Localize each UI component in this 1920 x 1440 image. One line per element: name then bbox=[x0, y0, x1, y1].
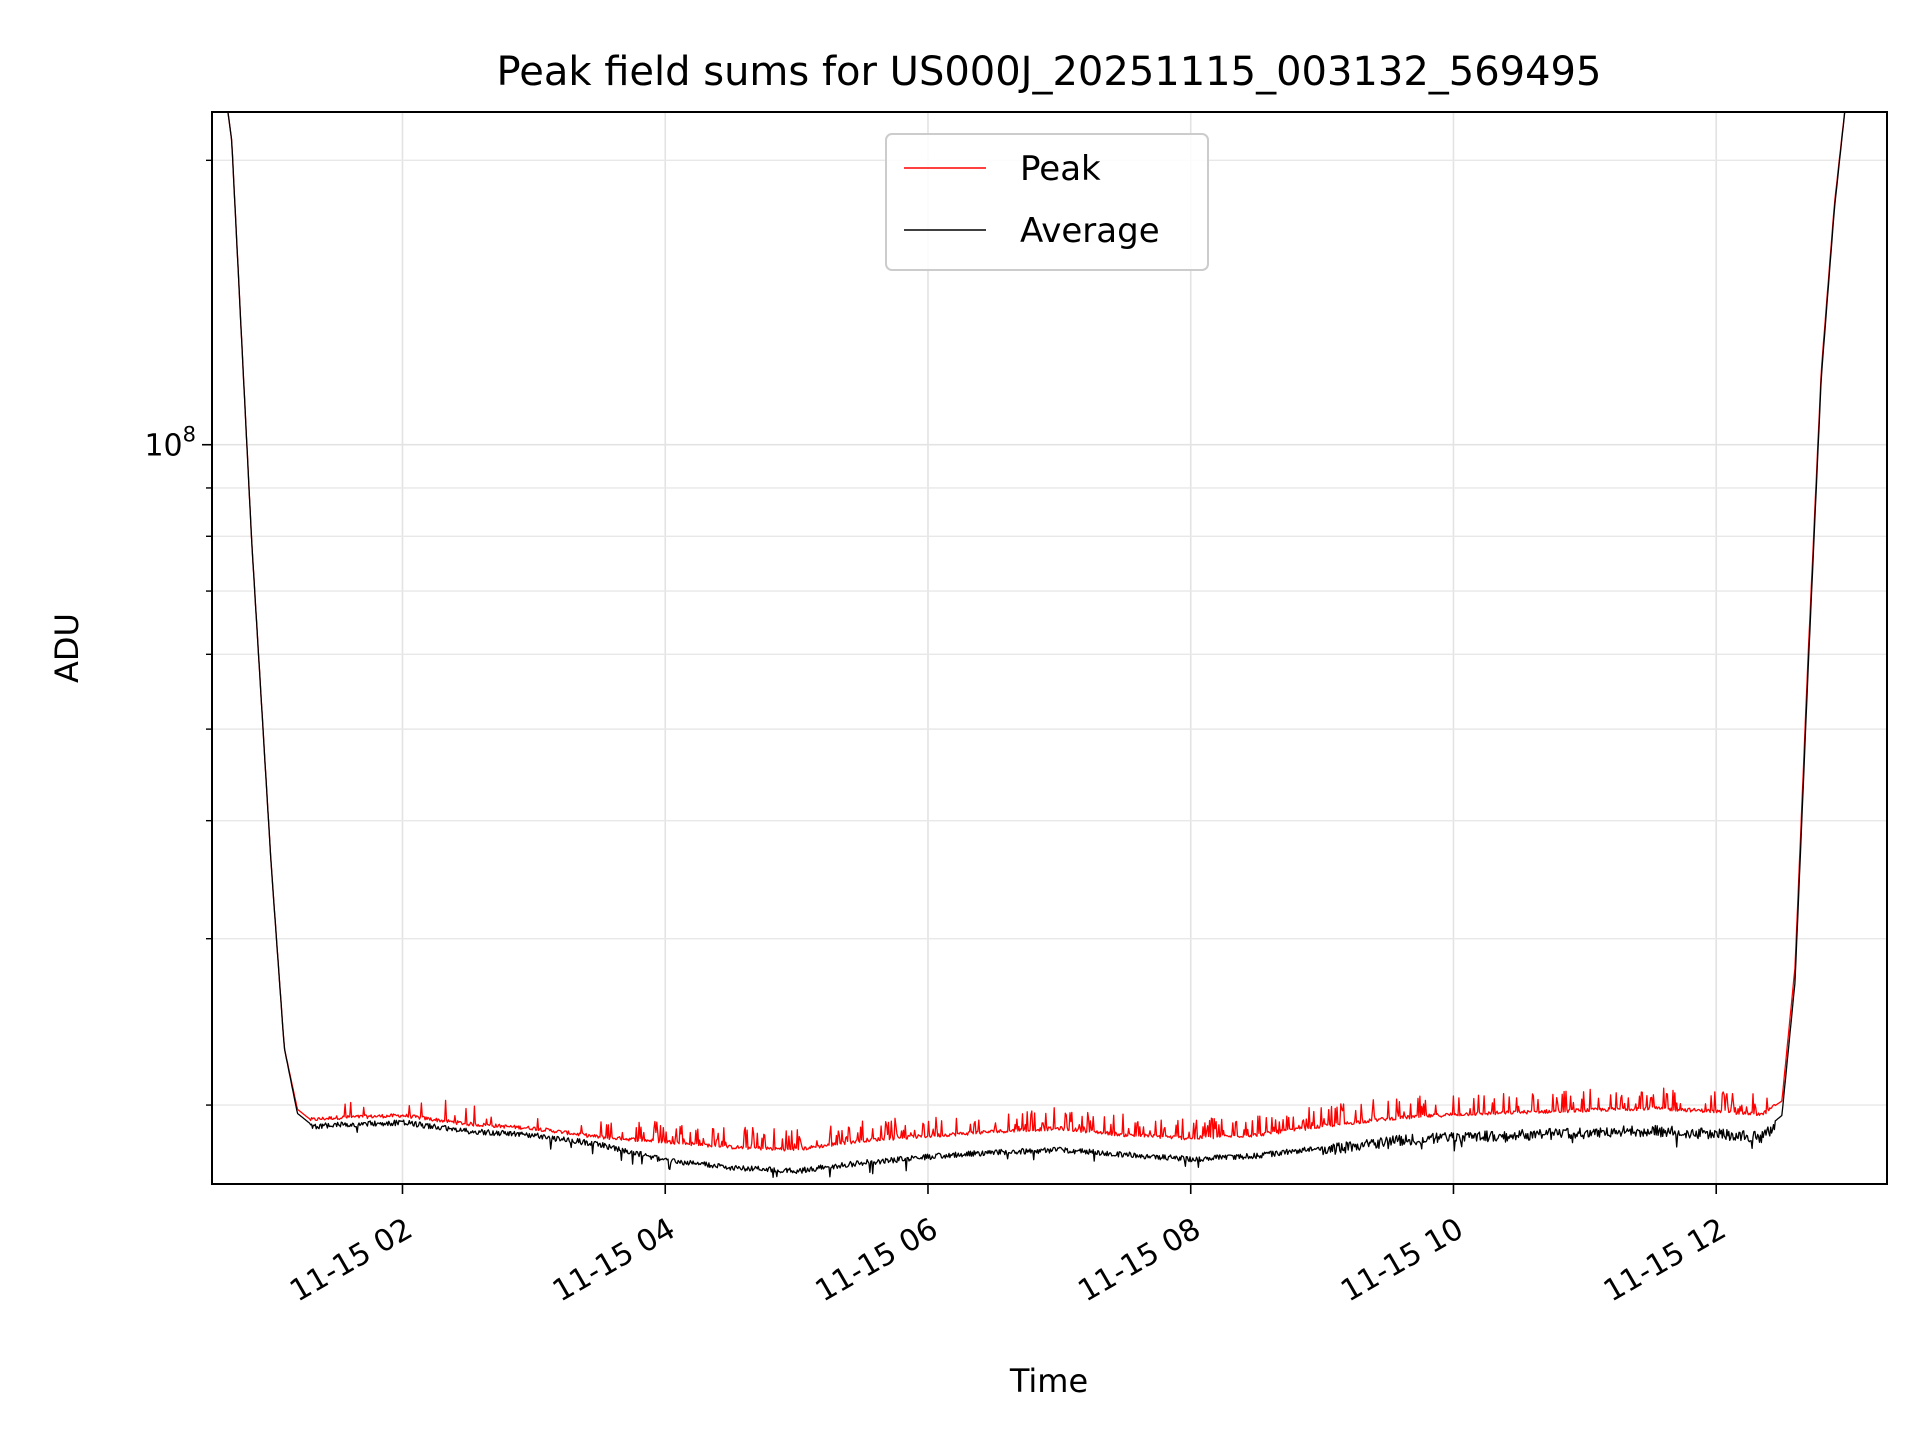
legend-peak-label: Peak bbox=[1020, 149, 1101, 189]
y-tick-label: 108 bbox=[144, 423, 196, 464]
series-layer bbox=[227, 112, 1846, 1178]
chart-title: Peak field sums for US000J_20251115_0031… bbox=[497, 49, 1602, 95]
legend-average-label: Average bbox=[1020, 211, 1160, 251]
plot-frame bbox=[211, 111, 1888, 1185]
x-axis-label: Time bbox=[1009, 1362, 1088, 1400]
y-axis-label: ADU bbox=[48, 613, 86, 683]
y-axis: 108 bbox=[144, 159, 212, 1106]
legend: Peak Average bbox=[885, 133, 1209, 271]
average-series-line bbox=[227, 112, 1846, 1178]
peak-series-line bbox=[227, 112, 1846, 1152]
